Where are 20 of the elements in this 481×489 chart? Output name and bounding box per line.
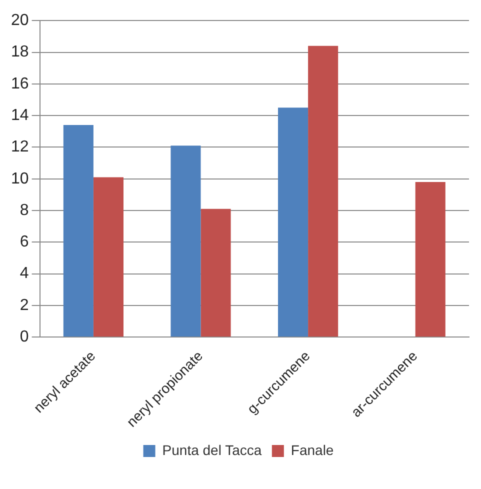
bar bbox=[415, 182, 446, 337]
bar bbox=[93, 177, 124, 337]
y-tick-label: 20 bbox=[11, 12, 29, 30]
y-tick-label: 18 bbox=[11, 44, 29, 61]
y-tick-label: 12 bbox=[11, 138, 29, 156]
y-tick-label: 4 bbox=[20, 265, 29, 282]
bar bbox=[63, 125, 94, 337]
bar bbox=[170, 146, 201, 337]
y-tick-label: 8 bbox=[20, 202, 29, 219]
y-tick-label: 16 bbox=[11, 75, 29, 92]
legend-label: Fanale bbox=[290, 442, 334, 458]
y-tick-label: 6 bbox=[20, 234, 29, 251]
y-tick-label: 2 bbox=[20, 296, 29, 314]
bar bbox=[200, 208, 231, 337]
y-tick-label: 0 bbox=[20, 328, 29, 346]
bar bbox=[278, 108, 308, 337]
bar bbox=[308, 46, 338, 337]
legend-label: Punta del Tacca bbox=[162, 442, 262, 458]
y-tick-label: 14 bbox=[11, 106, 29, 124]
y-tick-label: 10 bbox=[11, 170, 29, 188]
